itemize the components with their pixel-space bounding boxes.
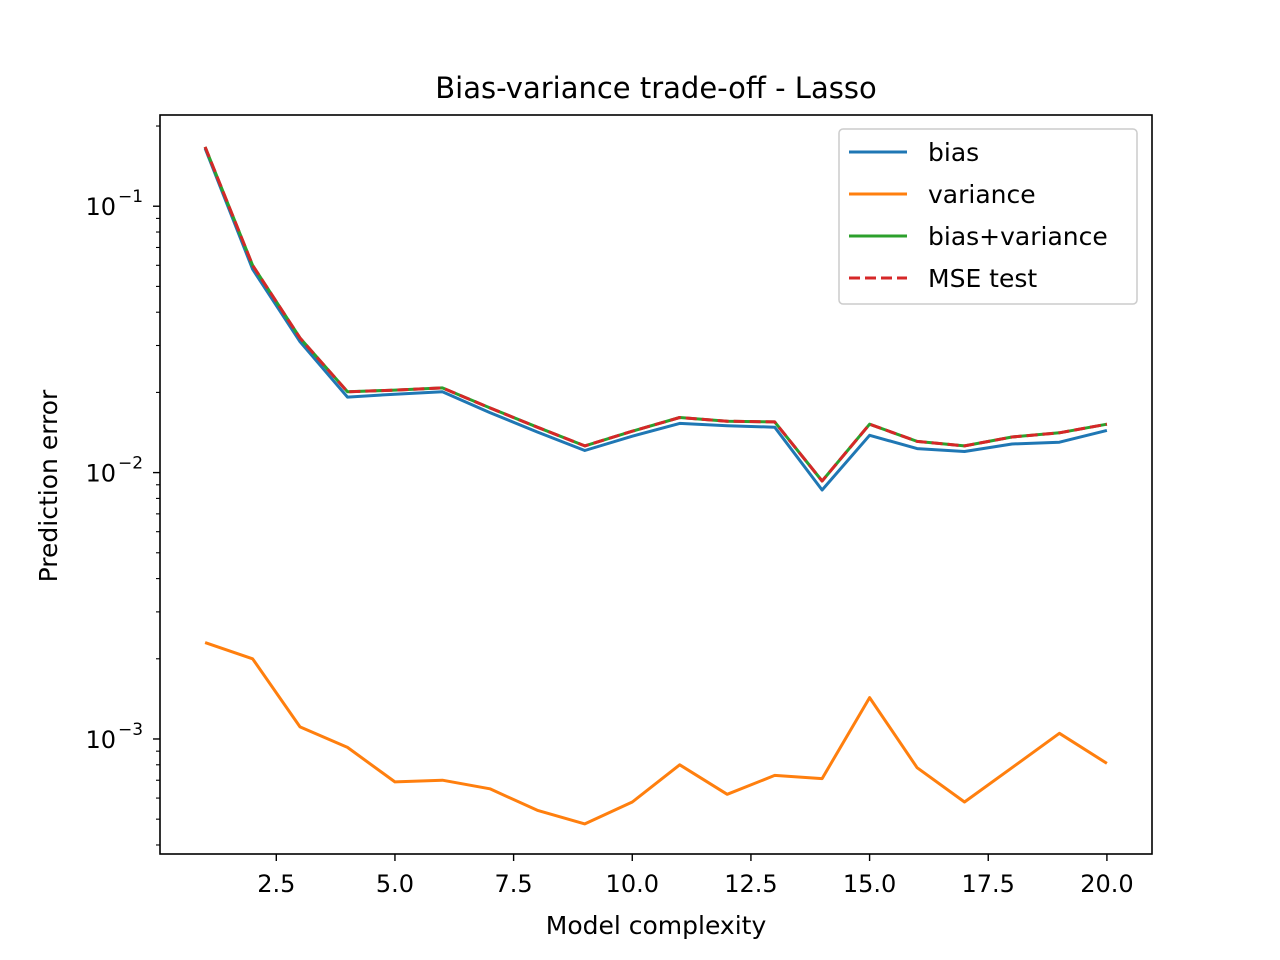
- y-tick-exponent: −1: [118, 187, 143, 207]
- x-tick-label: 20.0: [1080, 870, 1133, 898]
- legend: bias variance bias+variance MSE test: [838, 128, 1138, 305]
- legend-box: [838, 128, 1138, 305]
- series-layer: [203, 146, 1108, 826]
- plot-frame: [159, 114, 1153, 855]
- legend-label: MSE test: [928, 264, 1037, 293]
- series-line-bias: [203, 147, 1108, 492]
- y-tick-label: 10: [85, 726, 116, 754]
- legend-label: bias: [928, 138, 979, 167]
- x-tick-label: 5.0: [376, 870, 414, 898]
- series-line-variance: [204, 641, 1108, 826]
- y-tick-exponent: −3: [118, 720, 143, 740]
- x-tick-label: 15.0: [843, 870, 896, 898]
- x-tick-label: 2.5: [257, 870, 295, 898]
- x-tick-label: 7.5: [495, 870, 533, 898]
- x-tick-label: 10.0: [606, 870, 659, 898]
- x-axis-label: Model complexity: [546, 911, 767, 940]
- legend-label: bias+variance: [928, 222, 1108, 251]
- x-tick-label: 17.5: [962, 870, 1015, 898]
- series-line-mse-test: [203, 146, 1108, 483]
- y-axis-label: Prediction error: [34, 389, 63, 582]
- y-tick-label: 10: [85, 193, 116, 221]
- x-tick-label: 12.5: [724, 870, 777, 898]
- chart-title: Bias-variance trade-off - Lasso: [435, 71, 876, 105]
- y-tick-label: 10: [85, 460, 116, 488]
- y-tick-exponent: −2: [118, 454, 143, 474]
- legend-label: variance: [928, 180, 1036, 209]
- ticks-layer: 2.5 5.0 7.5 10.0 12.5 15.0 17.5 20.010 −110 −210−…: [85, 125, 1134, 898]
